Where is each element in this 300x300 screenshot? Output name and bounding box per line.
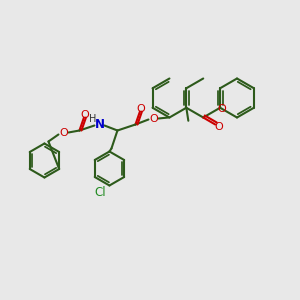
Text: O: O	[80, 110, 89, 119]
Text: O: O	[218, 104, 226, 114]
Text: O: O	[59, 128, 68, 139]
Text: N: N	[94, 118, 104, 131]
Text: O: O	[136, 103, 145, 113]
Text: O: O	[149, 113, 158, 124]
Text: Cl: Cl	[94, 186, 106, 199]
Text: O: O	[215, 122, 224, 131]
Text: H: H	[89, 115, 96, 124]
